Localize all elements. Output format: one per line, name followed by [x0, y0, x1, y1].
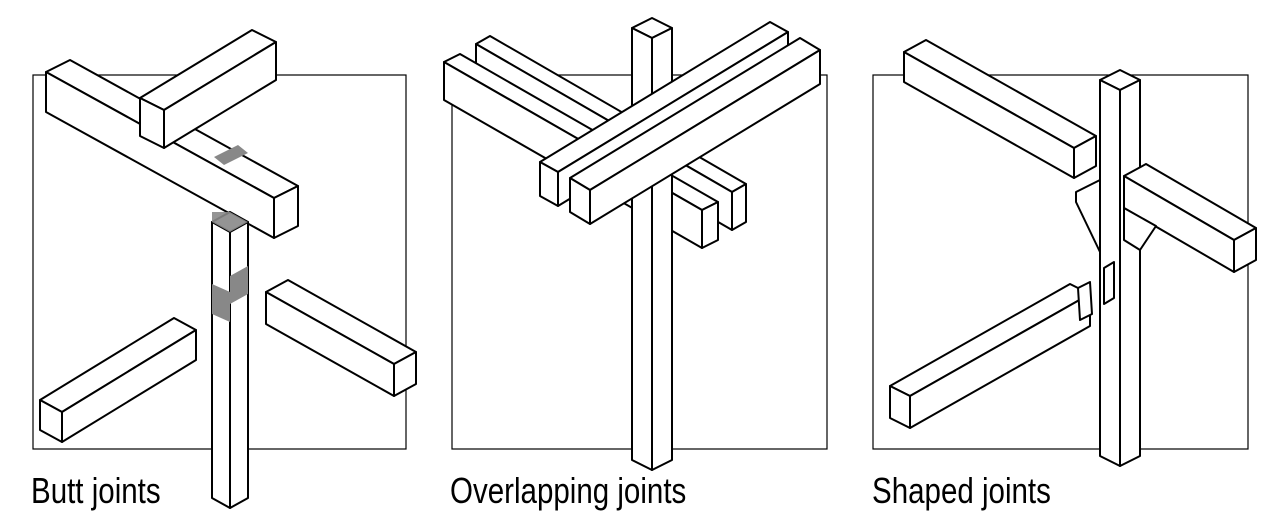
- beam-lower-left: [39, 317, 197, 443]
- panel-butt-joints: [32, 29, 417, 509]
- beam-lower-right: [265, 279, 417, 397]
- mortise: [1103, 261, 1115, 305]
- butt-joint-highlight: [214, 145, 248, 165]
- shaped-tongue: [1123, 207, 1157, 251]
- caption-overlapping-joints: Overlapping joints: [450, 470, 687, 511]
- butt-joint-highlight: [230, 266, 248, 304]
- panel-overlapping-joints: [443, 17, 828, 471]
- caption-butt-joints: Butt joints: [31, 470, 161, 511]
- beam-upper-short: [139, 29, 277, 149]
- beam-right-shaped: [1123, 163, 1257, 273]
- beam-upper-left: [903, 39, 1097, 179]
- panel-shaped-joints: [872, 39, 1257, 467]
- beam-crossing-front-d: [569, 37, 821, 225]
- post-vertical: [211, 211, 249, 509]
- caption-shaped-joints: Shaped joints: [872, 470, 1051, 511]
- beam-lower-left-tenon: [889, 281, 1093, 429]
- shaped-notch: [1075, 179, 1101, 253]
- butt-joint-highlight: [212, 284, 230, 322]
- tenon: [1077, 281, 1093, 321]
- post-top-highlight: [212, 212, 248, 232]
